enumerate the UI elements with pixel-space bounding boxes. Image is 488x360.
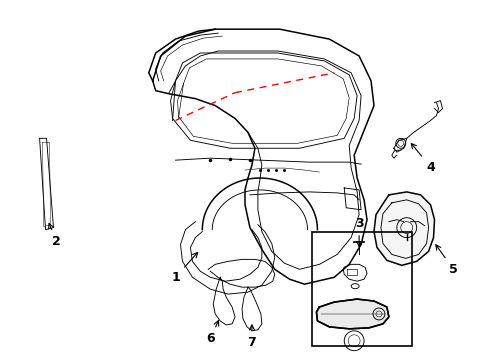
Text: 6: 6 <box>205 321 218 345</box>
Text: 7: 7 <box>247 325 256 349</box>
Polygon shape <box>373 192 434 265</box>
Text: 2: 2 <box>48 224 61 248</box>
Text: 3: 3 <box>354 217 363 247</box>
Text: 4: 4 <box>410 143 434 174</box>
Bar <box>312 231 411 346</box>
Text: 1: 1 <box>171 252 197 284</box>
Text: 5: 5 <box>435 245 457 276</box>
Polygon shape <box>316 299 388 329</box>
